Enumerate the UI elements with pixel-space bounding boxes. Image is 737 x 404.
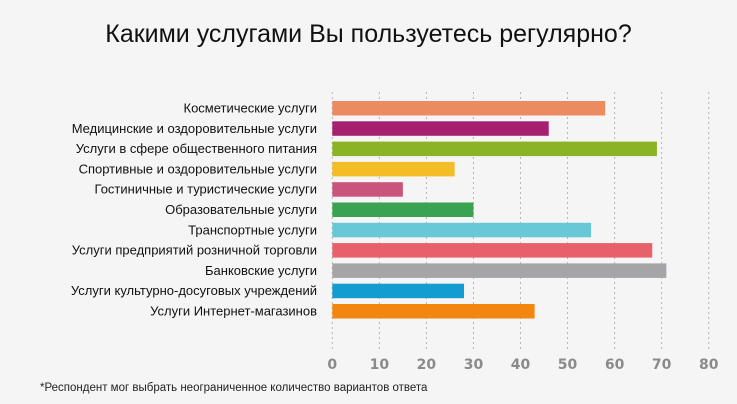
bar — [332, 101, 606, 116]
footnote: *Респондент мог выбрать неограниченное к… — [40, 382, 428, 394]
x-tick-label: 10 — [370, 357, 390, 373]
x-tick-label: 30 — [464, 357, 484, 373]
category-label: Косметические услуги — [184, 101, 318, 116]
category-label: Услуги предприятий розничной торговли — [72, 243, 317, 258]
x-tick-label: 0 — [327, 357, 337, 373]
bar — [332, 263, 667, 278]
category-label: Услуги Интернет-магазинов — [150, 304, 317, 319]
bar — [332, 202, 474, 217]
category-label: Услуги в сфере общественного питания — [76, 141, 317, 156]
category-label: Банковские услуги — [205, 263, 317, 278]
x-tick-label: 20 — [417, 357, 437, 373]
category-label: Образовательные услуги — [165, 202, 317, 217]
x-tick-label: 50 — [558, 357, 578, 373]
bar — [332, 222, 592, 238]
category-label: Медицинские и оздоровительные услуги — [72, 121, 317, 136]
x-tick-label: 60 — [605, 357, 625, 373]
x-tick-label: 80 — [699, 357, 719, 373]
bar — [332, 141, 657, 157]
bar — [332, 283, 465, 299]
bar — [332, 304, 535, 319]
bar — [332, 121, 549, 136]
bar — [332, 161, 455, 177]
chart-title: Какими услугами Вы пользуетесь регулярно… — [105, 20, 632, 48]
category-label: Транспортные услуги — [188, 222, 317, 237]
category-label: Услуги культурно-досуговых учреждений — [71, 283, 317, 298]
category-label: Спортивные и оздоровительные услуги — [79, 161, 317, 176]
category-label: Гостиничные и туристические услуги — [95, 182, 317, 197]
x-tick-label: 40 — [511, 357, 531, 373]
bar — [332, 182, 403, 197]
x-tick-label: 70 — [652, 357, 672, 373]
bar — [332, 243, 653, 258]
